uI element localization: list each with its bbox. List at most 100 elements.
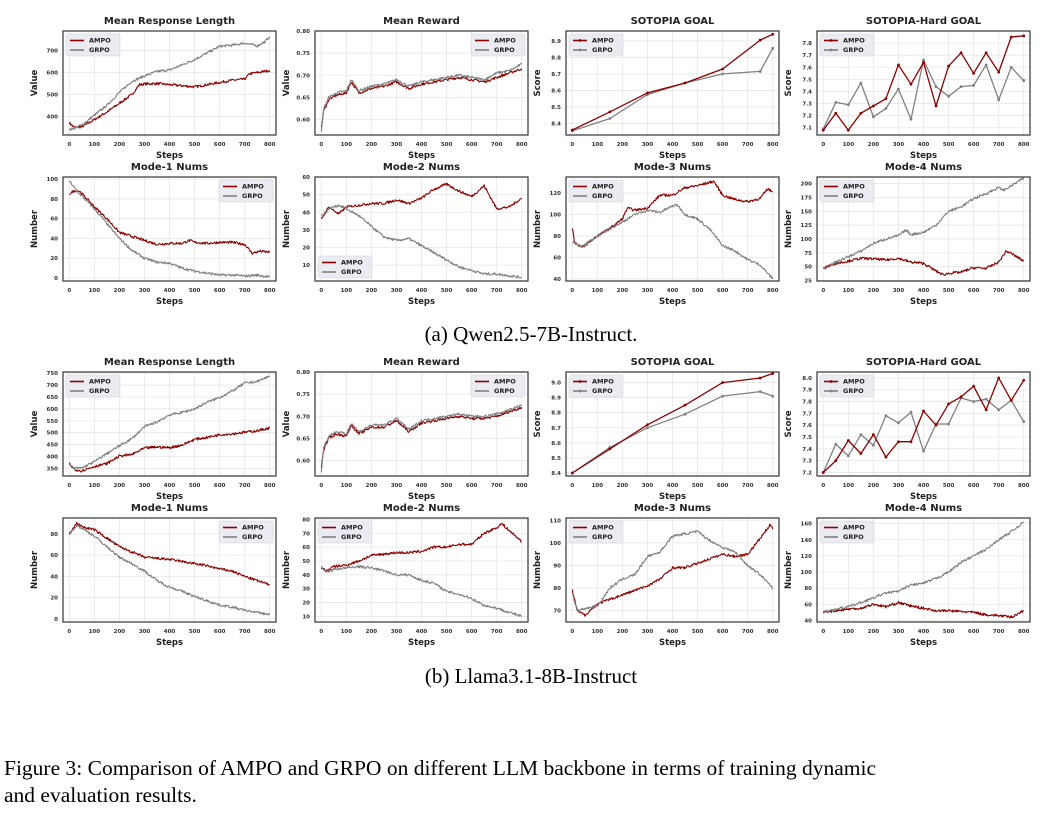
- x-tick-label: 600: [968, 483, 980, 489]
- y-tick-label: 7.3: [802, 459, 812, 465]
- chart-b-mode-3-nums: Mode-3 Nums 0 100 200 300 400 500 600 700 800 70 80…: [533, 503, 780, 648]
- data-point-ampo: [997, 70, 1001, 74]
- legend-label-ampo: AMPO: [843, 37, 865, 45]
- data-point-ampo: [972, 384, 976, 388]
- y-tick-label: 0.70: [296, 73, 310, 79]
- data-point-ampo: [959, 51, 963, 55]
- data-point-ampo: [646, 91, 649, 95]
- chart-title: Mean Response Length: [104, 16, 235, 27]
- x-tick-label: 800: [264, 629, 276, 635]
- y-tick-label: 400: [47, 114, 59, 120]
- legend-label-ampo: AMPO: [843, 378, 865, 386]
- y-tick-label: 0.75: [296, 51, 310, 57]
- chart-title: SOTOPIA-Hard GOAL: [866, 16, 982, 27]
- y-tick-label: 60: [804, 602, 812, 608]
- data-point-ampo: [909, 82, 913, 86]
- x-tick-label: 300: [893, 483, 905, 489]
- legend-label-ampo: AMPO: [592, 183, 614, 191]
- x-tick-label: 600: [968, 629, 980, 635]
- series-line-grpo: [571, 530, 774, 612]
- x-tick-label: 600: [214, 629, 226, 635]
- legend-marker-grpo: [578, 389, 582, 393]
- data-point-ampo: [1022, 34, 1026, 38]
- data-point-ampo: [570, 128, 574, 132]
- data-point-ampo: [959, 395, 963, 399]
- figure-caption: Figure 3: Comparison of AMPO and GRPO on…: [4, 755, 1062, 809]
- data-point-grpo: [721, 394, 725, 398]
- x-tick-label: 300: [642, 629, 654, 635]
- x-axis-label: Steps: [408, 151, 435, 161]
- y-axis-label: Value: [282, 410, 292, 437]
- y-axis-label: Score: [533, 69, 543, 96]
- x-tick-label: 100: [843, 288, 855, 294]
- y-tick-label: 100: [801, 570, 813, 576]
- x-tick-label: 200: [366, 288, 378, 294]
- x-tick-label: 200: [868, 629, 880, 635]
- data-point-ampo: [871, 433, 875, 437]
- chart-a-mode-1-nums: Mode-1 Nums 0 100 200 300 400 500 600 700 800 0 20 4…: [30, 162, 277, 307]
- data-point-ampo: [884, 455, 888, 459]
- y-tick-label: 50: [804, 265, 812, 271]
- series-line-ampo: [320, 68, 523, 128]
- y-tick-label: 0: [54, 617, 58, 623]
- y-tick-label: 8.7: [551, 72, 561, 78]
- series-line-ampo: [68, 69, 271, 129]
- y-tick-label: 500: [47, 92, 59, 98]
- x-tick-label: 100: [89, 142, 101, 148]
- x-tick-label: 200: [617, 629, 629, 635]
- data-point-grpo: [721, 72, 725, 76]
- series-line-ampo: [571, 180, 774, 248]
- series-line-ampo: [68, 426, 271, 473]
- x-tick-label: 800: [1018, 483, 1030, 489]
- x-axis-label: Steps: [910, 151, 937, 161]
- y-axis-label: Number: [784, 550, 794, 589]
- subcaption-qwen: (a) Qwen2.5-7B-Instruct.: [424, 322, 638, 346]
- x-tick-label: 700: [239, 483, 251, 489]
- chart-a-sotopia-goal: SOTOPIA GOAL 0 100 200 300 400 500 600 700 800 8.4…: [533, 16, 780, 161]
- data-point-ampo: [721, 67, 725, 71]
- x-tick-label: 300: [391, 629, 403, 635]
- x-tick-label: 0: [570, 142, 574, 148]
- y-tick-label: 40: [804, 618, 812, 624]
- y-axis-label: Number: [784, 209, 794, 248]
- legend-label-ampo: AMPO: [494, 378, 516, 386]
- data-point-grpo: [1022, 420, 1026, 424]
- data-point-ampo: [972, 71, 976, 75]
- data-point-ampo: [884, 97, 888, 101]
- y-tick-label: 600: [47, 71, 59, 77]
- x-axis-label: Steps: [659, 151, 686, 161]
- data-point-grpo: [947, 422, 950, 426]
- x-tick-label: 200: [114, 142, 126, 148]
- x-tick-label: 300: [391, 483, 403, 489]
- x-tick-label: 100: [592, 142, 604, 148]
- plot-frame: [314, 517, 529, 623]
- x-axis-label: Steps: [156, 492, 183, 502]
- data-point-grpo: [871, 443, 875, 447]
- legend-label-ampo: AMPO: [592, 37, 614, 45]
- x-tick-label: 100: [592, 483, 604, 489]
- x-tick-label: 100: [341, 142, 353, 148]
- y-tick-label: 200: [801, 182, 813, 188]
- y-tick-label: 350: [47, 466, 59, 472]
- x-tick-label: 0: [821, 629, 825, 635]
- legend-label-ampo: AMPO: [341, 524, 363, 532]
- x-tick-label: 200: [868, 483, 880, 489]
- series-line-ampo: [822, 250, 1025, 277]
- data-point-ampo: [909, 440, 913, 444]
- y-tick-label: 550: [47, 419, 59, 425]
- y-tick-label: 750: [47, 371, 59, 377]
- data-point-grpo: [909, 410, 913, 414]
- x-tick-label: 400: [918, 629, 930, 635]
- y-axis-label: Number: [30, 209, 40, 248]
- chart-a-mode-3-nums: Mode-3 Nums 0 100 200 300 400 500 600 700 800 40 60…: [533, 162, 780, 307]
- x-tick-label: 600: [717, 142, 729, 148]
- y-tick-label: 7.3: [802, 102, 812, 108]
- y-tick-label: 70: [553, 609, 561, 615]
- chart-a-mode-2-nums: Mode-2 Nums 0 100 200 300 400 500 600 700 800 10 20…: [282, 162, 529, 307]
- y-tick-label: 30: [302, 587, 310, 593]
- data-point-ampo: [846, 128, 850, 132]
- data-point-grpo: [897, 87, 900, 91]
- legend-marker-ampo: [829, 380, 833, 383]
